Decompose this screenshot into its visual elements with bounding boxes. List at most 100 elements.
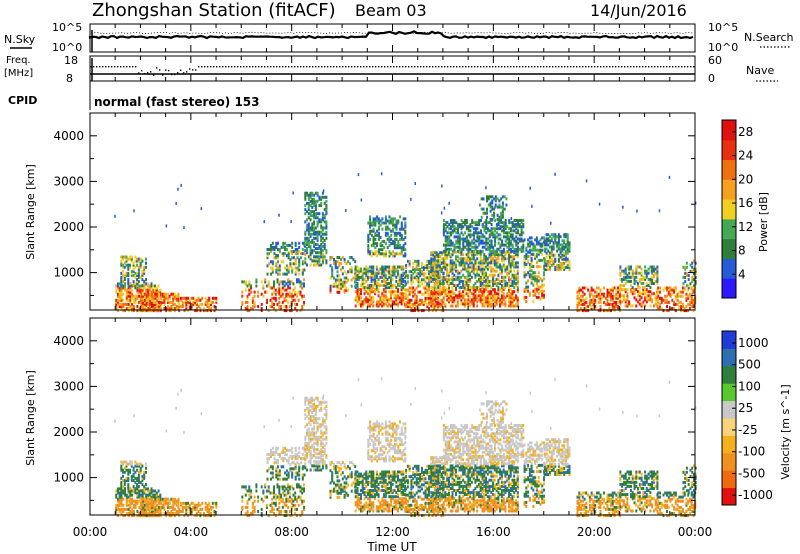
radar-cell [508, 284, 510, 287]
radar-cell [642, 282, 645, 285]
radar-cell [590, 288, 593, 292]
radar-cell [464, 245, 467, 249]
radar-cell [298, 262, 301, 266]
radar-cell [433, 251, 436, 255]
radar-cell [430, 294, 433, 298]
radar-cell [485, 275, 487, 279]
radar-cell [493, 300, 496, 304]
radar-cell [139, 481, 142, 484]
radar-cell [478, 223, 481, 227]
radar-cell [508, 277, 510, 281]
radar-cell [117, 294, 119, 298]
radar-cell [117, 499, 119, 503]
radar-cell [377, 288, 380, 292]
radar-cell [159, 305, 162, 308]
radar-cell [145, 288, 148, 292]
radar-cell [534, 248, 537, 252]
radar-cell [448, 231, 451, 235]
radar-cell [689, 263, 692, 267]
radar-cell [440, 288, 443, 292]
radar-cell [151, 514, 153, 518]
radar-cell [469, 251, 472, 255]
radar-cell [630, 275, 632, 279]
radar-cell [154, 305, 156, 308]
radar-cell [185, 302, 188, 306]
radar-cell [134, 296, 137, 300]
radar-cell [358, 267, 361, 271]
radar-cell [117, 514, 119, 518]
radar-cell [439, 294, 442, 298]
radar-cell [285, 298, 288, 302]
radar-cell [368, 290, 371, 294]
radar-cell [564, 235, 567, 239]
radar-cell [393, 217, 396, 221]
radar-cell [390, 304, 392, 308]
radar-cell [467, 277, 470, 281]
radar-cell [499, 221, 502, 225]
radar-cell [437, 300, 440, 304]
radar-cell [307, 232, 310, 236]
radar-cell [154, 288, 156, 292]
radar-cell [532, 277, 535, 281]
radar-cell [187, 300, 190, 304]
radar-cell [479, 265, 482, 269]
radar-cell [552, 243, 555, 247]
radar-cell [428, 270, 430, 274]
radar-cell [405, 288, 408, 292]
radar-cell [490, 233, 493, 237]
radar-cell [156, 302, 159, 306]
radar-cell [453, 249, 456, 253]
radar-cell [508, 219, 511, 222]
radar-cell [511, 261, 514, 265]
radar-cell [399, 237, 402, 241]
radar-cell [415, 276, 418, 280]
radar-cell [488, 279, 491, 283]
radar-cell [488, 298, 491, 302]
radar-cell [508, 304, 510, 308]
radar-cell [545, 233, 548, 237]
radar-cell [626, 296, 629, 300]
radar-cell [284, 248, 287, 251]
radar-cell [384, 279, 387, 283]
radar-cell [140, 307, 143, 310]
radar-cell [455, 259, 457, 263]
radar-cell [610, 292, 612, 296]
radar-cell [331, 268, 334, 272]
radar-cell [158, 512, 161, 515]
radar-cell [598, 202, 601, 206]
radar-cell [515, 253, 517, 257]
radar-cell [689, 282, 692, 286]
radar-cell [145, 483, 147, 487]
radar-cell [123, 470, 126, 474]
radar-cell [410, 302, 413, 306]
radar-cell [303, 294, 305, 298]
radar-cell [306, 226, 308, 230]
radar-cell [381, 284, 384, 287]
radar-cell [356, 300, 359, 304]
radar-cell [388, 290, 391, 294]
radar-cell [499, 263, 502, 267]
radar-cell [554, 257, 557, 261]
radar-cell [118, 491, 121, 495]
radar-cell [506, 273, 509, 277]
radar-cell [651, 279, 654, 283]
radar-cell [681, 286, 684, 290]
radar-cell [313, 243, 316, 246]
radar-cell [142, 501, 145, 505]
radar-cell [419, 302, 422, 306]
radar-cell [150, 284, 153, 288]
radar-cell [611, 302, 614, 306]
radar-cell [151, 307, 153, 310]
radar-cell [513, 265, 516, 269]
radar-cell [530, 256, 533, 260]
radar-cell [122, 514, 125, 518]
radar-cell [354, 290, 357, 294]
radar-cell [578, 309, 581, 313]
radar-cell [156, 503, 159, 507]
radar-cell [297, 280, 300, 284]
radar-cell [304, 195, 307, 199]
radar-cell [275, 270, 278, 274]
radar-cell [408, 261, 411, 265]
radar-cell [557, 237, 560, 241]
radar-cell [165, 501, 168, 505]
